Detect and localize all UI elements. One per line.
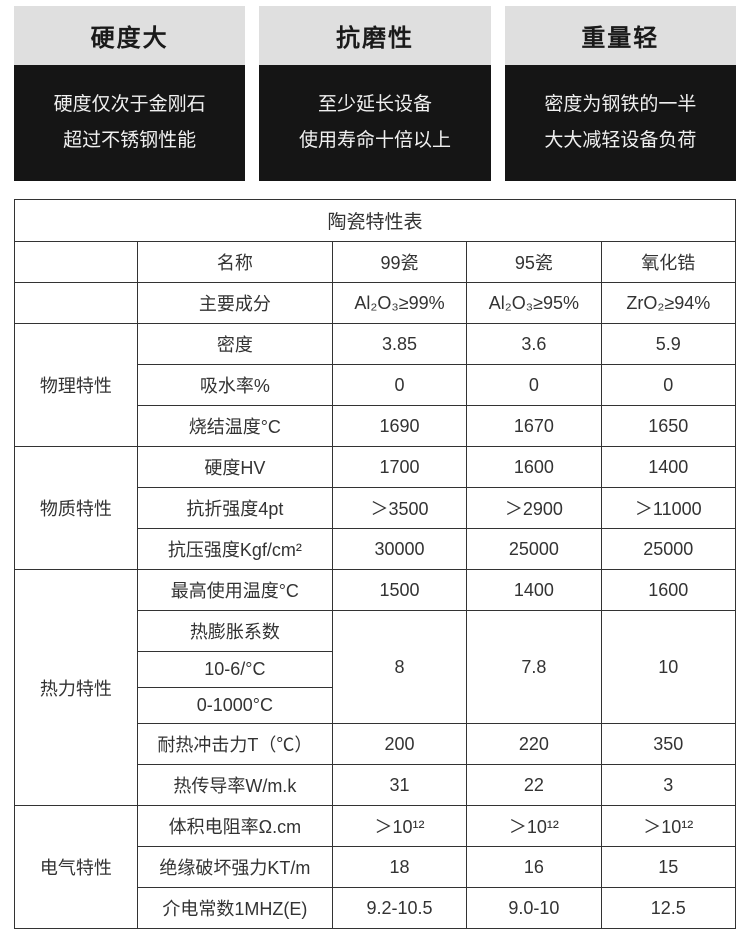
- cell-header-c1: 99瓷: [332, 242, 466, 283]
- cell-label: 10-6/°C: [137, 652, 332, 688]
- cell-value: 7.8: [467, 611, 601, 724]
- cell-value: 9.2-10.5: [332, 888, 466, 929]
- table-row: 物质特性 硬度HV 1700 1600 1400: [15, 447, 736, 488]
- cell-header-c3: 氧化锆: [601, 242, 735, 283]
- table-title: 陶瓷特性表: [15, 200, 736, 242]
- cell-label: 0-1000°C: [137, 688, 332, 724]
- cell-value: 10: [601, 611, 735, 724]
- cell-value: 22: [467, 765, 601, 806]
- cell-label: 热传导率W/m.k: [137, 765, 332, 806]
- cell-header-name: 名称: [137, 242, 332, 283]
- card-line: 使用寿命十倍以上: [265, 123, 484, 159]
- cell-value: 1700: [332, 447, 466, 488]
- cell-value: ＞10¹²: [601, 806, 735, 847]
- cell-value: 200: [332, 724, 466, 765]
- cell-value: ZrO₂≥94%: [601, 283, 735, 324]
- cell-value: 350: [601, 724, 735, 765]
- cell-label: 吸水率%: [137, 365, 332, 406]
- cell-label: 硬度HV: [137, 447, 332, 488]
- spec-table: 陶瓷特性表 名称 99瓷 95瓷 氧化锆 主要成分 Al₂O₃≥99% Al₂O…: [14, 199, 736, 929]
- cell-value: 1400: [601, 447, 735, 488]
- cell-value: 1690: [332, 406, 466, 447]
- cell-value: 15: [601, 847, 735, 888]
- card-title: 重量轻: [505, 6, 736, 65]
- card-title: 硬度大: [14, 6, 245, 65]
- table-row: 热力特性 最高使用温度°C 1500 1400 1600: [15, 570, 736, 611]
- card-line: 至少延长设备: [265, 87, 484, 123]
- cell-value: 0: [332, 365, 466, 406]
- cell-label: 烧结温度°C: [137, 406, 332, 447]
- card-hardness: 硬度大 硬度仅次于金刚石 超过不锈钢性能: [14, 6, 245, 181]
- cell-value: 3: [601, 765, 735, 806]
- cell-value: Al₂O₃≥99%: [332, 283, 466, 324]
- cell-empty: [15, 283, 138, 324]
- cell-value: 8: [332, 611, 466, 724]
- card-body: 硬度仅次于金刚石 超过不锈钢性能: [14, 65, 245, 181]
- cell-value: 1600: [601, 570, 735, 611]
- feature-cards: 硬度大 硬度仅次于金刚石 超过不锈钢性能 抗磨性 至少延长设备 使用寿命十倍以上…: [0, 0, 750, 199]
- cell-value: 30000: [332, 529, 466, 570]
- card-wear: 抗磨性 至少延长设备 使用寿命十倍以上: [259, 6, 490, 181]
- cell-value: 12.5: [601, 888, 735, 929]
- cell-value: 3.6: [467, 324, 601, 365]
- group-electrical: 电气特性: [15, 806, 138, 929]
- card-title: 抗磨性: [259, 6, 490, 65]
- cell-label: 热膨胀系数: [137, 611, 332, 652]
- spec-table-wrap: 陶瓷特性表 名称 99瓷 95瓷 氧化锆 主要成分 Al₂O₃≥99% Al₂O…: [0, 199, 750, 943]
- table-row: 主要成分 Al₂O₃≥99% Al₂O₃≥95% ZrO₂≥94%: [15, 283, 736, 324]
- cell-label: 抗折强度4pt: [137, 488, 332, 529]
- cell-value: 18: [332, 847, 466, 888]
- table-title-row: 陶瓷特性表: [15, 200, 736, 242]
- cell-value: 9.0-10: [467, 888, 601, 929]
- cell-value: 0: [467, 365, 601, 406]
- table-row: 名称 99瓷 95瓷 氧化锆: [15, 242, 736, 283]
- cell-label: 介电常数1MHZ(E): [137, 888, 332, 929]
- cell-label: 绝缘破坏强力KT/m: [137, 847, 332, 888]
- cell-value: ＞3500: [332, 488, 466, 529]
- cell-label: 密度: [137, 324, 332, 365]
- cell-value: Al₂O₃≥95%: [467, 283, 601, 324]
- group-material: 物质特性: [15, 447, 138, 570]
- cell-label: 体积电阻率Ω.cm: [137, 806, 332, 847]
- cell-value: ＞10¹²: [332, 806, 466, 847]
- card-body: 密度为钢铁的一半 大大减轻设备负荷: [505, 65, 736, 181]
- card-line: 超过不锈钢性能: [20, 123, 239, 159]
- card-line: 硬度仅次于金刚石: [20, 87, 239, 123]
- cell-value: 25000: [601, 529, 735, 570]
- cell-value: 16: [467, 847, 601, 888]
- cell-label: 耐热冲击力T（℃）: [137, 724, 332, 765]
- cell-label: 最高使用温度°C: [137, 570, 332, 611]
- cell-header-c2: 95瓷: [467, 242, 601, 283]
- cell-value: 31: [332, 765, 466, 806]
- cell-value: ＞2900: [467, 488, 601, 529]
- cell-value: ＞11000: [601, 488, 735, 529]
- cell-value: 1500: [332, 570, 466, 611]
- card-weight: 重量轻 密度为钢铁的一半 大大减轻设备负荷: [505, 6, 736, 181]
- cell-value: 1650: [601, 406, 735, 447]
- cell-value: 1670: [467, 406, 601, 447]
- card-line: 大大减轻设备负荷: [511, 123, 730, 159]
- group-thermal: 热力特性: [15, 570, 138, 806]
- table-row: 电气特性 体积电阻率Ω.cm ＞10¹² ＞10¹² ＞10¹²: [15, 806, 736, 847]
- cell-label: 抗压强度Kgf/cm²: [137, 529, 332, 570]
- cell-value: 0: [601, 365, 735, 406]
- table-row: 物理特性 密度 3.85 3.6 5.9: [15, 324, 736, 365]
- card-line: 密度为钢铁的一半: [511, 87, 730, 123]
- cell-value: 25000: [467, 529, 601, 570]
- group-physical: 物理特性: [15, 324, 138, 447]
- cell-value: ＞10¹²: [467, 806, 601, 847]
- cell-value: 5.9: [601, 324, 735, 365]
- card-body: 至少延长设备 使用寿命十倍以上: [259, 65, 490, 181]
- cell-empty: [15, 242, 138, 283]
- cell-value: 1400: [467, 570, 601, 611]
- cell-value: 1600: [467, 447, 601, 488]
- cell-value: 220: [467, 724, 601, 765]
- cell-value: 3.85: [332, 324, 466, 365]
- cell-label: 主要成分: [137, 283, 332, 324]
